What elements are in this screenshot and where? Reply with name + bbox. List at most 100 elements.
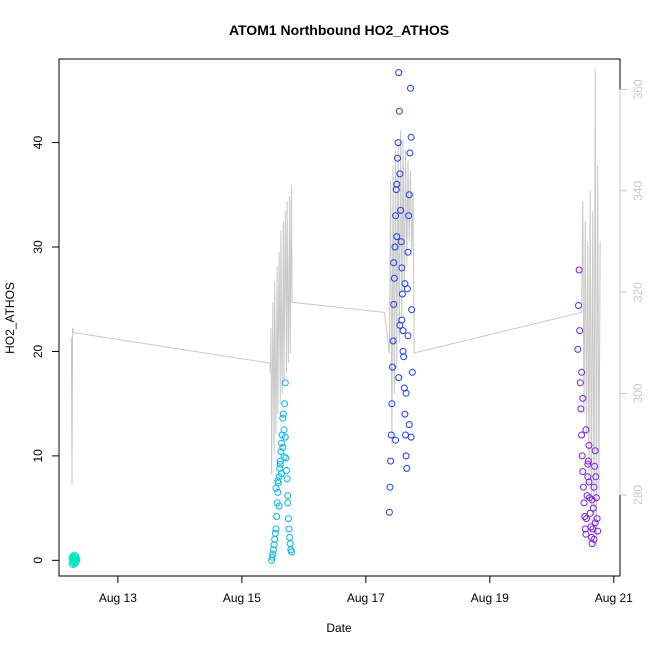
x-tick-label: Aug 21 xyxy=(595,591,633,605)
data-point xyxy=(277,448,285,456)
data-point xyxy=(274,477,282,485)
data-point xyxy=(579,483,587,491)
data-point xyxy=(591,519,599,527)
data-point xyxy=(280,453,288,461)
data-point xyxy=(591,462,599,470)
x-axis: Aug 13 Aug 15 Aug 17 Aug 19 Aug 21 xyxy=(99,575,633,605)
data-point xyxy=(268,553,276,561)
data-point xyxy=(402,452,410,460)
secondary-y-tick-label: 320 xyxy=(631,282,645,302)
x-tick-label: Aug 13 xyxy=(99,591,137,605)
data-point xyxy=(279,444,287,451)
data-point xyxy=(386,483,394,491)
data-point xyxy=(578,368,586,376)
data-point xyxy=(585,478,593,486)
data-point xyxy=(269,550,277,558)
data-point xyxy=(390,274,398,282)
data-point xyxy=(272,525,280,533)
data-point xyxy=(276,457,284,465)
secondary-series-line xyxy=(70,69,601,546)
x-axis-label: Date xyxy=(326,621,352,635)
plot-frame xyxy=(58,58,621,577)
data-point xyxy=(385,508,393,516)
data-point xyxy=(392,436,400,444)
y-tick-label: 40 xyxy=(31,136,45,150)
data-point xyxy=(270,541,278,549)
data-point xyxy=(288,548,295,556)
data-point xyxy=(408,368,416,376)
data-point xyxy=(272,484,280,492)
data-point xyxy=(576,379,584,387)
data-point xyxy=(279,414,287,422)
data-point xyxy=(398,264,406,272)
data-point xyxy=(284,515,292,523)
data-point xyxy=(590,535,598,543)
data-point xyxy=(398,316,406,324)
data-point xyxy=(286,540,294,548)
data-point xyxy=(390,259,398,267)
data-point xyxy=(578,431,586,439)
data-point xyxy=(591,447,599,455)
y-axis: 0 10 20 30 40 xyxy=(31,136,60,564)
data-point xyxy=(399,347,407,355)
secondary-y-axis: 280 300 320 340 360 xyxy=(619,79,645,505)
data-point xyxy=(395,107,403,115)
data-point xyxy=(284,492,292,500)
x-tick-label: Aug 19 xyxy=(471,591,509,605)
data-point xyxy=(581,513,589,520)
data-point xyxy=(584,457,592,465)
secondary-line-layer xyxy=(70,69,601,546)
data-point xyxy=(397,206,405,214)
data-point xyxy=(394,154,401,162)
data-point xyxy=(407,84,414,92)
data-point xyxy=(395,374,403,382)
data-point xyxy=(592,494,600,502)
data-point xyxy=(582,530,590,538)
data-point xyxy=(594,527,602,535)
data-point xyxy=(396,170,404,178)
data-point xyxy=(593,515,601,523)
data-point xyxy=(388,400,396,408)
data-point xyxy=(592,473,600,481)
data-point xyxy=(281,379,289,387)
data-point xyxy=(286,533,294,541)
data-point xyxy=(405,421,413,429)
data-point xyxy=(582,426,590,434)
data-point xyxy=(399,327,407,335)
data-point xyxy=(575,266,583,274)
data-point xyxy=(405,191,413,199)
y-tick-label: 20 xyxy=(31,344,45,358)
data-point xyxy=(275,502,283,510)
data-point xyxy=(283,475,291,483)
chart-title: ATOM1 Northbound HO2_ATHOS xyxy=(229,22,449,38)
y-tick-label: 0 xyxy=(31,557,45,564)
data-point xyxy=(584,460,592,468)
data-point xyxy=(589,504,597,512)
x-tick-label: Aug 17 xyxy=(347,591,385,605)
data-point xyxy=(405,212,413,220)
data-point xyxy=(273,513,281,520)
data-point xyxy=(270,546,277,554)
y-axis-label: HO2_ATHOS xyxy=(3,282,17,354)
secondary-y-tick-label: 300 xyxy=(631,383,645,403)
data-point xyxy=(577,405,585,413)
data-point xyxy=(281,400,289,408)
data-point xyxy=(404,248,412,256)
y-tick-label: 10 xyxy=(31,449,45,463)
data-point xyxy=(278,470,285,478)
data-point xyxy=(392,186,400,194)
data-point xyxy=(401,410,409,418)
data-point xyxy=(588,540,596,548)
y-tick-label: 30 xyxy=(31,240,45,254)
data-point xyxy=(576,327,584,335)
data-point xyxy=(407,133,415,141)
data-point xyxy=(397,238,405,246)
data-point xyxy=(393,180,401,188)
data-point xyxy=(280,426,288,434)
data-point xyxy=(394,139,402,147)
data-point xyxy=(390,300,398,308)
data-point xyxy=(402,389,410,397)
data-point xyxy=(400,353,408,361)
data-point xyxy=(392,212,400,220)
